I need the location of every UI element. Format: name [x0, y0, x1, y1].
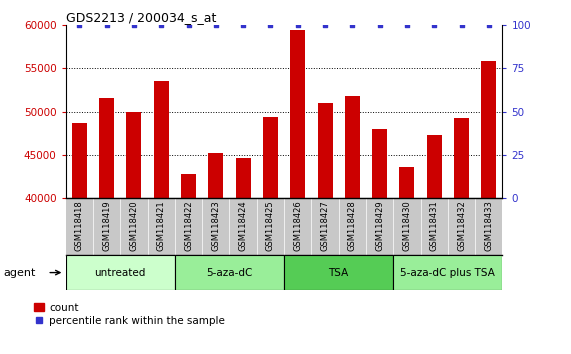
Point [184, 22, 193, 28]
Bar [427, 135, 442, 198]
Bar [454, 119, 469, 198]
Text: GSM118424: GSM118424 [239, 200, 248, 251]
Bar [393, 255, 502, 290]
Point [239, 22, 248, 28]
Text: 5-aza-dC plus TSA: 5-aza-dC plus TSA [400, 268, 495, 278]
Text: GSM118420: GSM118420 [130, 200, 138, 251]
Text: GSM118421: GSM118421 [156, 200, 166, 251]
Bar [72, 123, 87, 198]
Text: untreated: untreated [95, 268, 146, 278]
Point [375, 22, 384, 28]
Bar [175, 255, 284, 290]
Bar [99, 98, 114, 198]
Text: GSM118425: GSM118425 [266, 200, 275, 251]
Point [211, 22, 220, 28]
Point [266, 22, 275, 28]
Text: GDS2213 / 200034_s_at: GDS2213 / 200034_s_at [66, 11, 216, 24]
Bar [154, 81, 168, 198]
Point [75, 22, 84, 28]
Point [293, 22, 302, 28]
Bar [317, 103, 332, 198]
Text: GSM118432: GSM118432 [457, 200, 466, 251]
Text: GSM118431: GSM118431 [430, 200, 439, 251]
Point [130, 22, 139, 28]
Bar [126, 112, 142, 198]
Bar [208, 153, 223, 198]
Bar [181, 174, 196, 198]
Text: GSM118433: GSM118433 [484, 200, 493, 251]
Bar [400, 167, 415, 198]
Text: GSM118428: GSM118428 [348, 200, 357, 251]
Point [429, 22, 439, 28]
Point [320, 22, 329, 28]
Point [102, 22, 111, 28]
Legend: count, percentile rank within the sample: count, percentile rank within the sample [34, 303, 225, 326]
Bar [263, 117, 278, 198]
Text: GSM118429: GSM118429 [375, 200, 384, 251]
Text: GSM118426: GSM118426 [293, 200, 302, 251]
Point [484, 22, 493, 28]
Text: GSM118427: GSM118427 [320, 200, 329, 251]
Bar [236, 158, 251, 198]
Text: GSM118422: GSM118422 [184, 200, 193, 251]
Point [457, 22, 466, 28]
Bar [481, 61, 496, 198]
Point [156, 22, 166, 28]
Text: GSM118423: GSM118423 [211, 200, 220, 251]
Bar [66, 255, 175, 290]
Text: GSM118430: GSM118430 [403, 200, 412, 251]
Point [403, 22, 412, 28]
Text: 5-aza-dC: 5-aza-dC [206, 268, 252, 278]
Bar [290, 30, 305, 198]
Text: TSA: TSA [328, 268, 349, 278]
Text: agent: agent [3, 268, 35, 278]
Bar [284, 255, 393, 290]
Text: GSM118419: GSM118419 [102, 200, 111, 251]
Point [348, 22, 357, 28]
Text: GSM118418: GSM118418 [75, 200, 84, 251]
Bar [372, 129, 387, 198]
Bar [345, 96, 360, 198]
